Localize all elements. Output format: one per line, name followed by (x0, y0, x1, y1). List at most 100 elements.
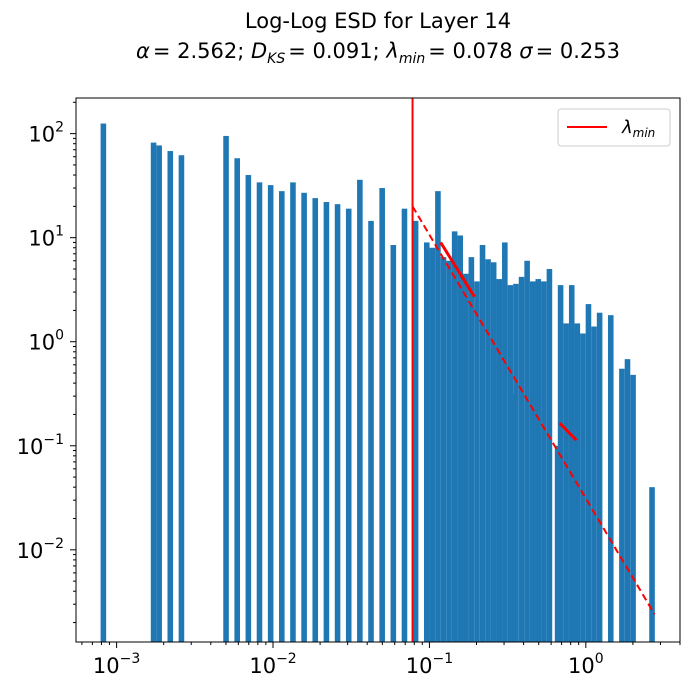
y-tick-base: 10 (28, 331, 55, 355)
histogram-bar (279, 191, 285, 642)
histogram-bar (451, 231, 458, 642)
subtitle-alpha-value: = 2.562; (153, 39, 251, 63)
y-tick-base: 10 (28, 123, 55, 147)
histogram-bar (554, 445, 561, 642)
subtitle-sigma-symbol: σ (519, 39, 533, 63)
histogram-bar (580, 333, 586, 642)
histogram-bar (345, 208, 352, 642)
histogram-bar (290, 182, 296, 642)
y-tick-exponent: −1 (43, 432, 64, 448)
histogram-bar (535, 279, 542, 642)
x-tick-base: 10 (249, 654, 276, 678)
histogram-bar (390, 245, 397, 642)
x-tick-exponent: −2 (276, 651, 297, 667)
chart-subtitle: α = 2.562; DKS = 0.091; λmin = 0.078 σ = 0.2… (136, 39, 620, 67)
histogram-bar (563, 323, 569, 642)
histogram-bar (513, 283, 519, 642)
histogram-bar (446, 260, 452, 642)
histogram-bar (234, 158, 240, 642)
histogram-bar (245, 175, 252, 643)
histogram-bar (541, 281, 547, 642)
histogram-bar (624, 359, 631, 642)
y-tick-base: 10 (17, 435, 44, 459)
x-tick-label: 100 (568, 651, 604, 678)
y-tick-label: 10−2 (17, 536, 64, 563)
y-tick-base: 10 (28, 227, 55, 251)
histogram-bar (323, 202, 330, 643)
subtitle-lambda-subscript: min (399, 51, 425, 67)
subtitle-alpha-symbol: α (136, 39, 150, 63)
histogram-bar (429, 247, 436, 642)
subtitle-lambda-value: = 0.078 (428, 39, 519, 63)
x-tick-base: 10 (406, 654, 433, 678)
y-tick-label: 101 (28, 224, 64, 251)
histogram-bar (156, 145, 162, 642)
subtitle-d-value: = 0.091; (288, 39, 386, 63)
histogram-bar (529, 281, 536, 642)
histogram-bar (479, 245, 486, 642)
fit-segment (558, 422, 578, 442)
histogram-bar (357, 179, 363, 643)
x-tick-base: 10 (568, 654, 595, 678)
histogram-bar (509, 394, 516, 642)
histogram-bar (546, 268, 553, 642)
histogram-bar (167, 151, 174, 642)
power-law-fit-line (411, 205, 656, 615)
histogram-bar (571, 435, 577, 642)
legend-lambda-symbol: λ (621, 117, 633, 138)
histogram-bar (401, 208, 408, 642)
subtitle-d-subscript: KS (267, 51, 285, 67)
histogram-bar (468, 257, 475, 642)
histogram-bar (223, 135, 229, 642)
histogram-bar (334, 204, 341, 642)
legend-box (557, 108, 671, 147)
subtitle-sigma-value: = 0.253 (536, 39, 620, 63)
histogram-bar (463, 273, 469, 642)
x-tick-label: 10−2 (249, 651, 296, 678)
chart-title: Log-Log ESD for Layer 14 (245, 9, 511, 33)
histogram-bar (474, 281, 480, 642)
y-tick-label: 100 (28, 328, 64, 355)
histogram-bar (502, 242, 508, 642)
legend-label-lambda-min: λmin (621, 117, 655, 140)
histogram-bar (412, 220, 419, 642)
legend: λmin (557, 108, 671, 147)
x-tick-label: 10−1 (406, 651, 453, 678)
histogram-bar (312, 198, 319, 642)
histogram-bar (100, 123, 107, 643)
x-tick-exponent: 0 (595, 651, 604, 667)
histogram-bar (457, 235, 464, 642)
histogram-bar (150, 142, 157, 642)
histogram-bar (379, 188, 385, 642)
histogram-bars (100, 123, 655, 643)
histogram-bar (557, 285, 564, 642)
histogram-bar (485, 259, 491, 642)
histogram-bar (178, 155, 185, 642)
histogram-bar (368, 220, 374, 642)
histogram-bar (591, 326, 597, 642)
y-tick-base: 10 (17, 539, 44, 563)
histogram-bar (490, 262, 497, 642)
y-tick-exponent: 2 (55, 120, 64, 136)
y-tick-exponent: 0 (55, 328, 64, 344)
y-tick-label: 102 (28, 120, 64, 147)
subtitle-d-symbol: D (251, 39, 267, 63)
histogram-bar (596, 312, 603, 642)
histogram-bar (423, 242, 430, 642)
plot-frame (75, 97, 681, 643)
x-tick-exponent: −3 (120, 651, 141, 667)
fit-overlay (411, 98, 656, 642)
x-tick-base: 10 (93, 654, 120, 678)
histogram-bar (585, 304, 592, 642)
legend-lambda-subscript: min (633, 126, 656, 140)
histogram-bar (619, 368, 625, 642)
histogram-bar (518, 276, 525, 642)
histogram-bar (435, 191, 441, 642)
histogram-bar (440, 257, 447, 642)
histogram-bar (301, 192, 307, 642)
histogram-bar (630, 374, 636, 642)
histogram-bar (256, 182, 263, 642)
x-tick-exponent: −1 (432, 651, 453, 667)
